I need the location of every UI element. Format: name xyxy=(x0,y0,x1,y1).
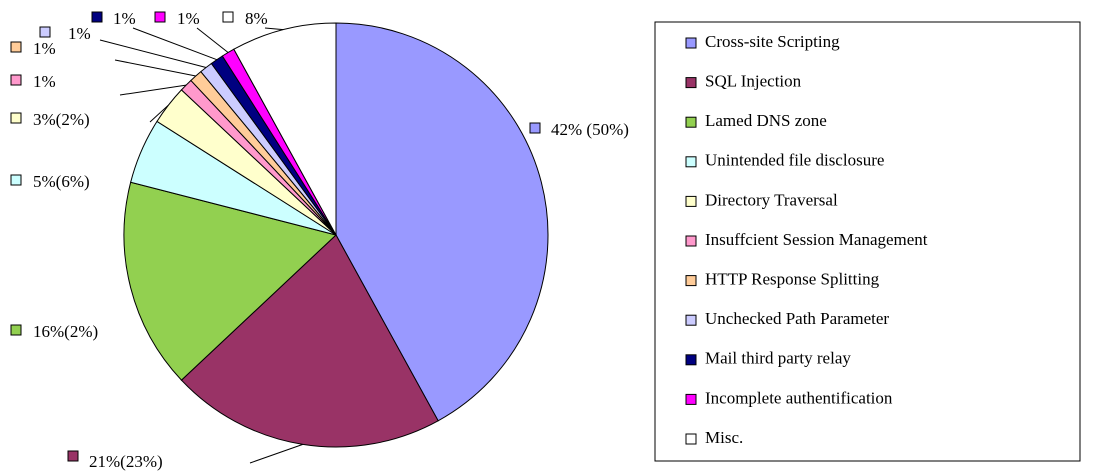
label-swatch xyxy=(67,450,79,462)
legend-swatch xyxy=(685,37,697,49)
legend-label: HTTP Response Splitting xyxy=(705,270,880,289)
label-swatch xyxy=(10,174,22,186)
leader-line xyxy=(132,27,218,61)
legend-swatch xyxy=(685,116,697,128)
legend-swatch xyxy=(685,156,697,168)
leader-line xyxy=(196,27,229,53)
data-label: 1% xyxy=(177,9,200,28)
data-label: 5%(6%) xyxy=(33,172,90,191)
pie-slice xyxy=(180,234,439,448)
pie-slice xyxy=(233,22,337,236)
label-swatch xyxy=(154,11,166,23)
legend-label: Mail third party relay xyxy=(705,349,851,368)
label-swatch xyxy=(91,11,103,23)
data-label: 1% xyxy=(68,24,91,43)
label-swatch xyxy=(10,74,22,86)
pie-slice xyxy=(335,22,549,422)
legend-label: Cross-site Scripting xyxy=(705,32,840,51)
legend-label: Insuffcient Session Management xyxy=(705,230,928,249)
leader-line xyxy=(114,59,196,77)
legend-label: Unchecked Path Parameter xyxy=(705,309,889,328)
label-swatch xyxy=(222,11,234,23)
data-label: 3%(2%) xyxy=(33,110,90,129)
data-label: 21%(23%) xyxy=(89,452,163,471)
label-swatch xyxy=(10,41,22,53)
data-label: 1% xyxy=(33,72,56,91)
data-label: 8% xyxy=(245,9,268,28)
legend-label: SQL Injection xyxy=(705,72,802,91)
label-swatch xyxy=(39,26,51,38)
label-swatch xyxy=(10,324,22,336)
leader-line xyxy=(149,104,169,123)
leader-line xyxy=(249,443,304,464)
legend-swatch xyxy=(685,393,697,405)
legend-label: Lamed DNS zone xyxy=(705,111,827,130)
legend-label: Directory Traversal xyxy=(705,190,838,209)
legend-swatch xyxy=(685,354,697,366)
legend-label: Unintended file disclosure xyxy=(705,151,884,170)
label-swatch xyxy=(529,122,541,134)
legend-swatch xyxy=(685,314,697,326)
data-label: 1% xyxy=(113,9,136,28)
data-label: 16%(2%) xyxy=(33,322,98,341)
legend-label: Incomplete authentification xyxy=(705,388,893,407)
legend-swatch xyxy=(685,433,697,445)
leader-line xyxy=(99,39,207,68)
legend-swatch xyxy=(685,235,697,247)
data-label: 42% (50%) xyxy=(551,120,629,139)
leader-line xyxy=(119,84,187,96)
label-swatch xyxy=(10,112,22,124)
legend-swatch xyxy=(685,77,697,89)
legend-box xyxy=(654,21,1081,462)
legend-label: Misc. xyxy=(705,428,743,447)
legend-swatch xyxy=(685,275,697,287)
pie-slice xyxy=(123,181,338,381)
data-label: 1% xyxy=(33,39,56,58)
legend-swatch xyxy=(685,195,697,207)
leader-line xyxy=(264,27,284,31)
